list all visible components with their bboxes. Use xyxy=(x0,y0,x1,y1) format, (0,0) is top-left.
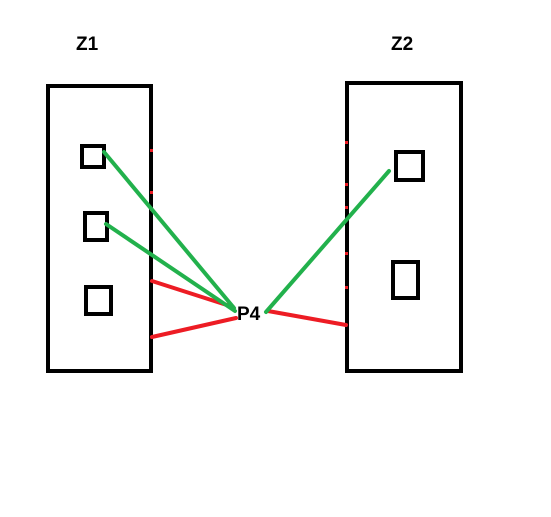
boundary-mark xyxy=(345,286,348,289)
green-line-z2-object-1 xyxy=(264,169,391,314)
zone-z1-label: Z1 xyxy=(76,34,99,55)
zone-z2-box xyxy=(345,81,463,373)
zone-z2-label: Z2 xyxy=(391,34,413,55)
boundary-mark xyxy=(345,252,348,255)
z1-object-2 xyxy=(83,211,109,242)
z2-object-2 xyxy=(391,260,420,300)
red-line-z1-lower xyxy=(150,316,238,339)
boundary-mark xyxy=(345,206,348,209)
boundary-marks xyxy=(150,141,348,289)
green-line-z1-object-2 xyxy=(104,222,237,313)
red-line-z2 xyxy=(266,309,348,327)
green-line-z1-object-1 xyxy=(102,150,236,310)
boundary-mark xyxy=(150,149,153,152)
zone-z1-box xyxy=(46,84,153,373)
z2-object-1 xyxy=(394,150,425,182)
boundary-mark xyxy=(345,183,348,186)
z1-object-1 xyxy=(80,144,106,169)
boundary-mark xyxy=(150,191,153,194)
z1-object-3 xyxy=(84,285,113,316)
object-lines xyxy=(102,150,391,314)
point-p4-label: P4 xyxy=(237,304,261,325)
boundary-mark xyxy=(345,141,348,144)
